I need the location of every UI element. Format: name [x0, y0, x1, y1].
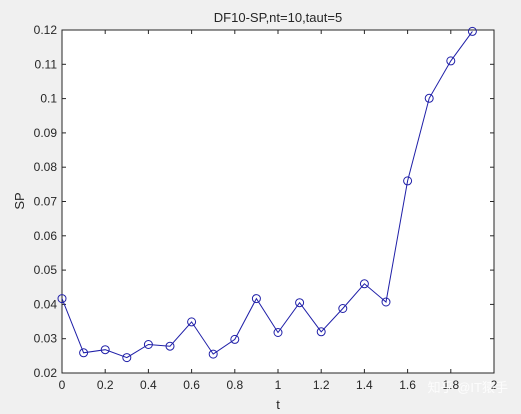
data-point	[424, 93, 434, 103]
data-point	[446, 56, 456, 66]
data-point	[295, 298, 305, 308]
x-tick-label: 1	[275, 378, 282, 392]
x-tick-label: 1.4	[356, 378, 373, 392]
data-point	[467, 26, 477, 36]
x-tick-label: 1.2	[313, 378, 330, 392]
data-point	[403, 176, 413, 186]
x-tick-label: 0.6	[183, 378, 200, 392]
data-point	[79, 348, 89, 358]
x-tick-label: 1.8	[442, 378, 459, 392]
x-tick-label: 0	[59, 378, 66, 392]
data-point	[165, 341, 175, 351]
data-point	[57, 294, 67, 304]
y-tick-label: 0.1	[40, 92, 57, 106]
y-tick-label: 0.06	[34, 229, 58, 243]
data-point	[187, 317, 197, 327]
plot-area	[61, 29, 495, 374]
x-tick-label: 0.8	[226, 378, 243, 392]
y-axis-label: SP	[12, 192, 27, 209]
y-tick-label: 0.09	[34, 126, 58, 140]
x-tick-label: 1.6	[399, 378, 416, 392]
data-point	[100, 345, 110, 355]
y-tick-label: 0.02	[34, 366, 58, 380]
y-tick-label: 0.04	[34, 297, 58, 311]
data-point	[316, 327, 326, 337]
y-tick-label: 0.12	[34, 23, 58, 37]
series-markers	[57, 26, 477, 363]
x-tick-label: 0.4	[140, 378, 157, 392]
y-tick-label: 0.11	[35, 57, 58, 71]
y-tick-label: 0.03	[34, 332, 58, 346]
y-tick-label: 0.07	[34, 195, 58, 209]
chart-title: DF10-SP,nt=10,taut=5	[214, 10, 342, 25]
y-tick-label: 0.08	[34, 160, 58, 174]
x-tick-label: 0.2	[97, 378, 114, 392]
data-point	[381, 297, 391, 307]
y-tick-label: 0.05	[34, 263, 58, 277]
data-point	[122, 353, 132, 363]
x-tick-label: 2	[491, 378, 498, 392]
y-axis: 0.02 0.03 0.04 0.05 0.06 0.07 0.08 0.09 0.1 0.11 0…	[34, 23, 494, 380]
data-point	[230, 334, 240, 344]
data-point	[251, 294, 261, 304]
data-point	[359, 279, 369, 289]
data-point	[208, 349, 218, 359]
data-point	[338, 304, 348, 313]
data-point	[143, 340, 153, 349]
data-point	[273, 328, 283, 337]
watermark: 知乎 @IT猿手	[428, 380, 508, 395]
x-axis: 0 0.2 0.4 0.6 0.8 1 1.2 1.4 1.6 1.8 2	[59, 30, 498, 392]
x-axis-label: t	[276, 397, 280, 412]
